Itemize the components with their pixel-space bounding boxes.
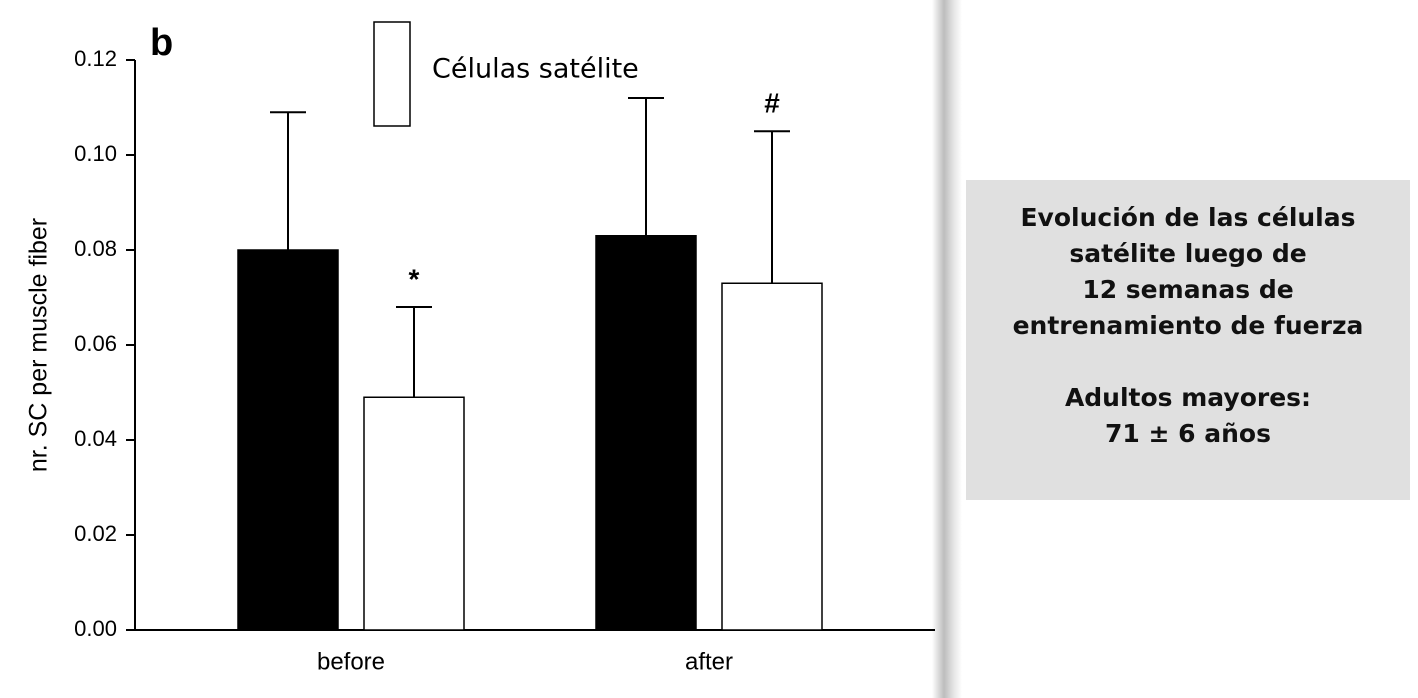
y-tick-label: 0.10 xyxy=(74,141,117,166)
annotation: # xyxy=(764,88,780,119)
error-bar xyxy=(270,111,306,250)
bar xyxy=(721,282,823,631)
bar xyxy=(595,235,697,631)
y-tick-label: 0.04 xyxy=(74,426,117,451)
y-tick-label: 0.12 xyxy=(74,46,117,71)
annotation: * xyxy=(409,263,420,294)
legend-label: Células satélite xyxy=(432,54,639,85)
side-note: Evolución de las células satélite luego d… xyxy=(966,180,1410,500)
note-line: Evolución de las células xyxy=(1020,203,1356,232)
y-tick-label: 0.00 xyxy=(74,616,117,641)
note-paragraph: Evolución de las células satélite luego d… xyxy=(966,200,1410,344)
note-line: 12 semanas de xyxy=(1082,275,1294,304)
shadow xyxy=(932,0,962,698)
y-tick-label: 0.08 xyxy=(74,236,117,261)
panel-label: b xyxy=(150,22,173,64)
chart: b nr. SC per muscle fiber 0.00 0.02 0.04 0.… xyxy=(25,21,935,675)
note-line: satélite luego de xyxy=(1069,239,1307,268)
x-tick-label: after xyxy=(685,648,733,675)
note-line: entrenamiento de fuerza xyxy=(1012,311,1364,340)
y-tick-label: 0.06 xyxy=(74,331,117,356)
note-line: 71 ± 6 años xyxy=(1105,419,1271,448)
x-tick-label: before xyxy=(317,648,385,675)
error-bar xyxy=(754,130,790,284)
note-paragraph: Adultos mayores: 71 ± 6 años xyxy=(966,380,1410,452)
y-axis-label: nr. SC per muscle fiber xyxy=(25,218,53,472)
error-bar xyxy=(628,97,664,236)
error-bar xyxy=(396,306,432,398)
bar xyxy=(237,249,339,631)
bar xyxy=(363,396,465,631)
y-tick-label: 0.02 xyxy=(74,521,117,546)
legend-swatch xyxy=(373,21,411,127)
note-line: Adultos mayores: xyxy=(1064,383,1312,412)
